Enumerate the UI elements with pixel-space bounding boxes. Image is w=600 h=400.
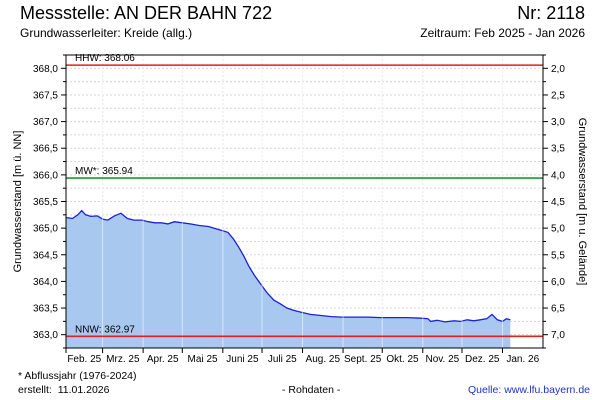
x-tick-label: Juni 25: [226, 354, 259, 365]
created-date: erstellt: 11.01.2026: [18, 384, 109, 396]
y-tick-label-left: 365,5: [33, 197, 58, 208]
y-tick-label-right: 6,0: [551, 277, 565, 288]
x-tick-label: Nov. 25: [426, 354, 460, 365]
y-axis-label-right: Grundwasserstand [m u. Gelände]: [576, 118, 588, 286]
source-link[interactable]: www.lfu.bayern.de: [504, 384, 590, 396]
y-tick-label-right: 3,0: [551, 117, 565, 128]
x-tick-label: Apr. 25: [147, 354, 179, 365]
y-tick-label-right: 4,0: [551, 170, 565, 181]
x-tick-label: Juli 25: [268, 354, 297, 365]
source: Quelle: www.lfu.bayern.de: [468, 384, 590, 396]
series-area: [66, 210, 511, 348]
y-tick-label-left: 364,5: [33, 250, 58, 261]
chart-title: Messstelle: AN DER BAHN 722: [20, 3, 273, 23]
y-tick-label-right: 6,5: [551, 304, 565, 315]
reference-label: NNW: 362.97: [75, 324, 135, 335]
y-tick-label-left: 366,5: [33, 144, 58, 155]
y-tick-label-right: 5,5: [551, 250, 565, 261]
y-tick-label-right: 7,0: [551, 330, 565, 341]
y-tick-label-left: 365,0: [33, 224, 58, 235]
source-label: Quelle:: [468, 384, 502, 396]
x-tick-label: Okt. 25: [386, 354, 419, 365]
y-tick-label-left: 364,0: [33, 277, 58, 288]
reference-label: MW*: 365.94: [75, 166, 133, 177]
y-axis-label-left: Grundwasserstand [m ü. NN]: [12, 131, 24, 273]
x-tick-label: Jan. 26: [506, 354, 539, 365]
y-tick-label-left: 368,0: [33, 64, 58, 75]
y-tick-label-left: 367,0: [33, 117, 58, 128]
aquifer-label: Grundwasserleiter: Kreide (allg.): [20, 26, 193, 40]
station-number: Nr: 2118: [517, 3, 585, 23]
period-label: Zeitraum: Feb 2025 - Jan 2026: [420, 26, 585, 40]
y-tick-label-left: 367,5: [33, 90, 58, 101]
footnote: * Abflussjahr (1976-2024): [18, 370, 137, 382]
y-tick-label-left: 363,5: [33, 304, 58, 315]
y-tick-label-left: 363,0: [33, 330, 58, 341]
y-tick-label-right: 4,5: [551, 197, 565, 208]
raw-data-note: - Rohdaten -: [282, 384, 341, 396]
series-line: [65, 209, 511, 323]
y-tick-label-left: 366,0: [33, 170, 58, 181]
x-tick-label: Mai 25: [188, 354, 218, 365]
created-label: erstellt:: [18, 384, 52, 396]
y-tick-label-right: 2,5: [551, 90, 565, 101]
y-tick-label-right: 2,0: [551, 64, 565, 75]
created-value: 11.01.2026: [57, 384, 110, 396]
x-tick-label: Aug. 25: [306, 354, 341, 365]
y-tick-label-right: 5,0: [551, 224, 565, 235]
y-tick-label-right: 3,5: [551, 144, 565, 155]
x-tick-label: Dez. 25: [465, 354, 500, 365]
reference-label: HHW: 368.06: [75, 53, 135, 64]
x-tick-label: Mrz. 25: [106, 354, 140, 365]
x-tick-label: Sept. 25: [344, 354, 382, 365]
x-tick-label: Feb. 25: [67, 354, 101, 365]
